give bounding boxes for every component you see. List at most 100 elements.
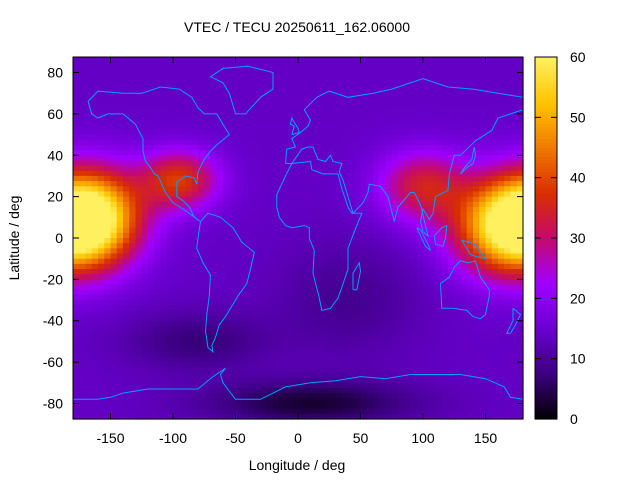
heatmap-cell <box>123 103 130 110</box>
heatmap-cell <box>285 82 293 89</box>
heatmap-cell <box>104 181 112 187</box>
heatmap-cell <box>416 119 424 125</box>
heatmap-cell <box>285 191 293 198</box>
heatmap-cell <box>504 325 512 332</box>
heatmap-cell <box>110 403 118 410</box>
heatmap-cell <box>435 82 443 89</box>
heatmap-cell <box>435 103 443 110</box>
heatmap-cell <box>360 331 368 337</box>
heatmap-cell <box>416 72 424 79</box>
heatmap-cell <box>273 362 280 368</box>
heatmap-cell <box>79 88 87 94</box>
heatmap-cell <box>460 93 468 99</box>
heatmap-cell <box>391 243 399 249</box>
heatmap-cell <box>141 351 149 358</box>
heatmap-cell <box>241 134 249 141</box>
heatmap-cell <box>304 139 312 146</box>
heatmap-cell <box>441 139 449 146</box>
heatmap-cell <box>385 134 393 141</box>
heatmap-cell <box>454 160 462 167</box>
heatmap-cell <box>79 377 87 384</box>
heatmap-cell <box>210 186 218 193</box>
heatmap-cell <box>460 398 468 405</box>
heatmap-cell <box>173 289 180 296</box>
heatmap-cell <box>391 77 399 84</box>
heatmap-cell <box>141 253 149 260</box>
heatmap-cell <box>454 57 462 63</box>
heatmap-cell <box>191 398 199 405</box>
heatmap-cell <box>210 377 218 384</box>
heatmap-cell <box>191 201 199 208</box>
heatmap-cell <box>366 93 374 99</box>
heatmap-cell <box>391 279 399 286</box>
heatmap-cell <box>491 372 499 379</box>
heatmap-cell <box>348 413 355 420</box>
heatmap-cell <box>429 289 437 296</box>
heatmap-cell <box>191 341 199 348</box>
heatmap-cell <box>148 263 155 270</box>
heatmap-cell <box>223 113 230 120</box>
heatmap-cell <box>91 196 99 203</box>
heatmap-cell <box>435 356 443 363</box>
heatmap-cell <box>135 206 143 213</box>
heatmap-cell <box>123 155 130 162</box>
heatmap-cell <box>498 82 505 89</box>
heatmap-cell <box>435 320 443 327</box>
heatmap-cell <box>304 253 312 260</box>
heatmap-cell <box>185 336 193 343</box>
heatmap-cell <box>416 320 424 327</box>
heatmap-cell <box>285 320 293 327</box>
heatmap-cell <box>454 62 462 68</box>
heatmap-cell <box>166 300 174 306</box>
heatmap-cell <box>329 346 337 353</box>
heatmap-cell <box>329 356 337 363</box>
heatmap-cell <box>435 113 443 120</box>
heatmap-cell <box>273 139 280 146</box>
heatmap-cell <box>354 108 362 115</box>
heatmap-cell <box>248 408 255 415</box>
heatmap-cell <box>460 77 468 84</box>
heatmap-cell <box>348 331 355 337</box>
heatmap-cell <box>410 362 418 368</box>
heatmap-cell <box>85 382 93 389</box>
heatmap-cell <box>329 72 337 79</box>
heatmap-cell <box>116 134 124 141</box>
heatmap-cell <box>154 238 162 244</box>
heatmap-cell <box>423 258 430 265</box>
heatmap-cell <box>141 201 149 208</box>
heatmap-cell <box>166 305 174 311</box>
heatmap-cell <box>135 398 143 405</box>
heatmap-cell <box>366 336 374 343</box>
heatmap-cell <box>110 377 118 384</box>
heatmap-cell <box>410 191 418 198</box>
heatmap-cell <box>185 310 193 317</box>
heatmap-cell <box>266 372 274 379</box>
heatmap-cell <box>123 196 130 203</box>
heatmap-cell <box>373 238 380 244</box>
heatmap-cell <box>316 243 324 249</box>
heatmap-cell <box>260 72 268 79</box>
heatmap-cell <box>404 413 412 420</box>
heatmap-cell <box>241 289 249 296</box>
heatmap-cell <box>454 289 462 296</box>
heatmap-cell <box>210 243 218 249</box>
heatmap-cell <box>216 165 224 172</box>
heatmap-cell <box>79 387 87 394</box>
heatmap-cell <box>73 108 80 115</box>
heatmap-cell <box>210 279 218 286</box>
heatmap-cell <box>229 57 237 63</box>
heatmap-cell <box>241 165 249 172</box>
heatmap-cell <box>266 398 274 405</box>
heatmap-cell <box>466 77 474 84</box>
heatmap-cell <box>398 119 405 125</box>
heatmap-cell <box>404 113 412 120</box>
heatmap-cell <box>185 77 193 84</box>
heatmap-cell <box>510 144 518 151</box>
heatmap-cell <box>129 175 137 182</box>
heatmap-cell <box>491 129 499 136</box>
heatmap-cell <box>198 212 205 218</box>
heatmap-cell <box>473 196 480 203</box>
heatmap-cell <box>235 98 243 105</box>
heatmap-cell <box>416 367 424 374</box>
heatmap-cell <box>360 263 368 270</box>
